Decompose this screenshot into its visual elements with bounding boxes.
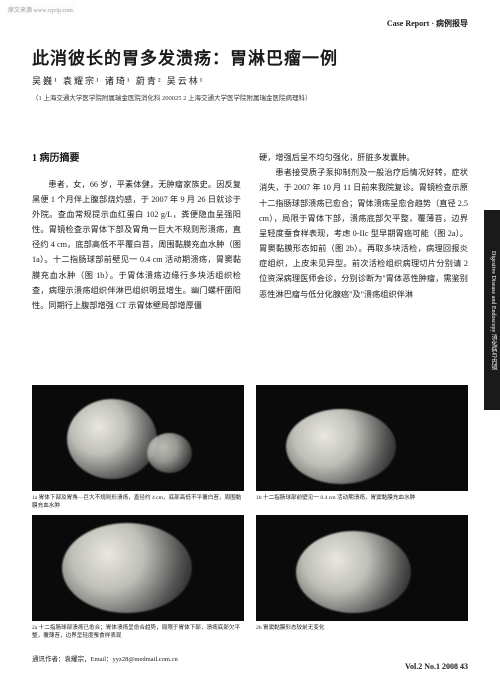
figure-2b-caption: 2b 胃窦黏膜形态较前无变化 xyxy=(256,624,468,632)
figure-2a: 2a 十二指肠球部溃疡已愈合；胃体溃疡呈愈合趋势，局限于胃体下部，溃疡底部欠平整… xyxy=(32,515,244,641)
paragraph-2: 硬，增强后呈不均匀强化，肝脏多发囊肿。 xyxy=(259,150,468,165)
section-heading: 1 病历摘要 xyxy=(32,150,241,169)
figure-grid: 1a 胃体下部及胃角—巨大不规则形溃疡，直径约 4 cm，底部高低不平覆白苔，周… xyxy=(32,385,468,641)
correspondence: 通讯作者：袁耀宗，Email：yyz28@medmail.com.cn xyxy=(32,653,178,663)
article-title: 此消彼长的胃多发溃疡：胃淋巴瘤一例 xyxy=(32,44,338,69)
figure-2b: 2b 胃窦黏膜形态较前无变化 xyxy=(256,515,468,641)
figure-1a-image xyxy=(32,385,244,491)
figure-1a-caption: 1a 胃体下部及胃角—巨大不规则形溃疡，直径约 4 cm，底部高低不平覆白苔，周… xyxy=(32,494,244,511)
page-footer: Vol.2 No.1 2008 43 xyxy=(405,662,468,671)
paragraph-1: 患者，女，66 岁，平素体健，无肿瘤家族史。因反复黑便 1 个月伴上腹部烧灼感，… xyxy=(32,177,241,314)
journal-side-tab: Digestive Disease and Endoscopy 消化病与内镜 xyxy=(484,210,500,410)
figure-1a: 1a 胃体下部及胃角—巨大不规则形溃疡，直径约 4 cm，底部高低不平覆白苔，周… xyxy=(32,385,244,511)
figure-2a-caption: 2a 十二指肠球部溃疡已愈合；胃体溃疡呈愈合趋势，局限于胃体下部，溃疡底部欠平整… xyxy=(32,624,244,641)
figure-1b-image xyxy=(256,385,468,491)
affiliation-line: （1 上海交通大学医学院附属瑞金医院消化科 200025 2 上海交通大学医学院… xyxy=(32,92,312,102)
watermark: 原文来源 www.cqvip.com xyxy=(6,4,75,15)
figure-1b: 1b 十二指肠球部前壁见一 0.4 cm 活动期溃疡，胃窦黏膜充血水肿 xyxy=(256,385,468,511)
paragraph-3: 患者接受质子泵抑制剂及一般治疗后情况好转，症状消失，于 2007 年 10 月 … xyxy=(259,165,468,302)
figure-2b-image xyxy=(256,515,468,621)
section-label: Case Report · 病例报导 xyxy=(387,18,468,29)
figure-2a-image xyxy=(32,515,244,621)
authors-line: 吴巍¹ 袁耀宗¹ 诸琦¹ 蔚青² 吴云林¹ xyxy=(32,74,205,87)
body-text: 1 病历摘要 患者，女，66 岁，平素体健，无肿瘤家族史。因反复黑便 1 个月伴… xyxy=(32,150,468,313)
figure-1b-caption: 1b 十二指肠球部前壁见一 0.4 cm 活动期溃疡，胃窦黏膜充血水肿 xyxy=(256,494,468,502)
